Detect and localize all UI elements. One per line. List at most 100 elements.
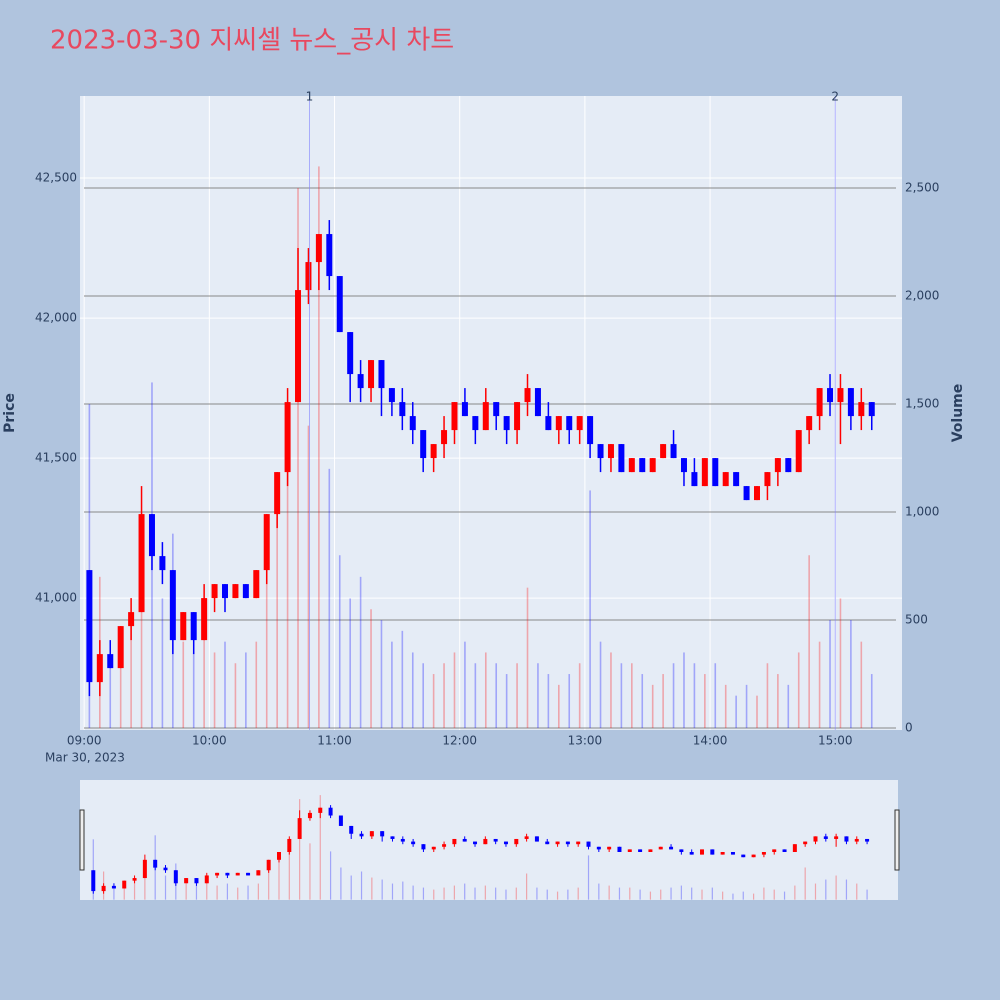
candle-body xyxy=(347,332,354,375)
volume-bar xyxy=(839,598,842,729)
mini-candle-body xyxy=(689,851,694,855)
mini-volume-bar xyxy=(226,883,229,900)
mini-candle-body xyxy=(844,836,849,842)
volume-bar xyxy=(568,674,571,729)
volume-bar xyxy=(401,630,404,729)
candle-body xyxy=(399,402,406,417)
mini-candle-body xyxy=(184,878,189,884)
volume-bar xyxy=(599,641,602,729)
mini-candle-body xyxy=(153,859,158,868)
x-tick-label: 14:00 xyxy=(693,734,728,748)
event-marker-label: 1 xyxy=(306,90,314,104)
mini-volume-bar xyxy=(639,889,641,900)
mini-candle-body xyxy=(215,872,220,876)
mini-volume-bar xyxy=(845,879,848,900)
candle-body xyxy=(733,472,740,487)
volume-bar xyxy=(495,663,498,729)
candle-body xyxy=(680,458,687,473)
range-slider[interactable] xyxy=(80,780,898,900)
mini-candle-body xyxy=(276,851,281,860)
x-tick-label: 11:00 xyxy=(317,734,352,748)
candle-body xyxy=(86,570,93,683)
volume-bar xyxy=(484,652,487,729)
candle-body xyxy=(117,626,124,669)
volume-bar xyxy=(704,674,706,729)
candle-body xyxy=(764,472,771,487)
mini-candle-body xyxy=(782,849,787,852)
mini-volume-bar xyxy=(443,887,445,900)
mini-candle-body xyxy=(369,831,374,837)
mini-volume-bar xyxy=(701,889,703,900)
mini-volume-bar xyxy=(329,851,332,900)
x-tick-label: 09:00 xyxy=(67,734,102,748)
mini-volume-bar xyxy=(752,893,755,900)
candle-body xyxy=(148,514,155,557)
mini-candle-body xyxy=(204,875,209,884)
mini-candle-body xyxy=(648,849,653,852)
volume-bar xyxy=(192,652,195,729)
mini-candle-body xyxy=(669,846,674,850)
volume-bar xyxy=(109,663,112,729)
mini-volume-bar xyxy=(133,879,136,900)
volume-bar xyxy=(474,663,477,729)
mini-candle-body xyxy=(565,841,570,845)
mini-volume-bar xyxy=(113,887,115,900)
mini-volume-bar xyxy=(216,885,218,900)
x-tick-label: 13:00 xyxy=(568,734,603,748)
mini-volume-bar xyxy=(288,847,290,900)
volume-bar xyxy=(224,641,226,729)
mini-candle-body xyxy=(132,878,137,881)
mini-candle-body xyxy=(101,885,106,892)
y2-tick-label: 1,000 xyxy=(905,505,939,519)
mini-candle-body xyxy=(792,844,797,852)
volume-bar xyxy=(161,598,164,729)
mini-candle-body xyxy=(772,849,777,852)
candle-body xyxy=(472,416,479,431)
candle-body xyxy=(336,276,343,333)
mini-candle-body xyxy=(431,846,436,850)
mini-candle-body xyxy=(607,846,612,850)
candle-body xyxy=(534,388,541,417)
mini-candle-body xyxy=(256,870,261,876)
mini-candle-body xyxy=(534,836,539,842)
volume-bar xyxy=(526,587,529,729)
mini-volume-bar xyxy=(629,887,631,900)
range-handle[interactable] xyxy=(894,809,900,871)
volume-bar xyxy=(756,695,758,729)
y2-tick-label: 0 xyxy=(905,721,913,735)
mini-candle-body xyxy=(514,838,519,845)
mini-candle-body xyxy=(834,836,839,839)
candle-body xyxy=(482,402,489,431)
mini-candle-body xyxy=(473,841,478,845)
mini-candle-body xyxy=(483,838,488,845)
mini-volume-bar xyxy=(618,887,621,900)
mini-candle-body xyxy=(545,841,550,845)
mini-candle-body xyxy=(751,854,756,858)
candle-body xyxy=(514,402,521,431)
volume-bar xyxy=(547,674,550,729)
mini-volume-bar xyxy=(598,883,600,900)
volume-bar xyxy=(651,684,654,729)
candle-body xyxy=(190,612,197,641)
candle-body xyxy=(420,430,427,459)
chart-title: 2023-03-30 지씨셀 뉴스_공시 차트 xyxy=(50,26,454,56)
mini-volume-bar xyxy=(360,871,363,900)
y2-tick-label: 2,000 xyxy=(905,289,939,303)
mini-candle-body xyxy=(338,815,343,826)
volume-bar xyxy=(620,663,623,729)
volume-bar xyxy=(777,674,779,729)
mini-candle-body xyxy=(173,870,178,884)
candle-body xyxy=(847,388,854,417)
plot-area xyxy=(80,96,902,730)
mini-candle-body xyxy=(349,825,354,834)
candle-body xyxy=(827,388,834,403)
volume-bar xyxy=(850,620,852,729)
volume-bar xyxy=(286,447,289,729)
mini-volume-bar xyxy=(536,887,538,900)
mini-volume-bar xyxy=(825,879,827,900)
mini-volume-bar xyxy=(340,867,342,900)
mini-candle-body xyxy=(679,849,684,852)
range-handle[interactable] xyxy=(79,809,85,871)
mini-volume-bar xyxy=(453,885,455,900)
